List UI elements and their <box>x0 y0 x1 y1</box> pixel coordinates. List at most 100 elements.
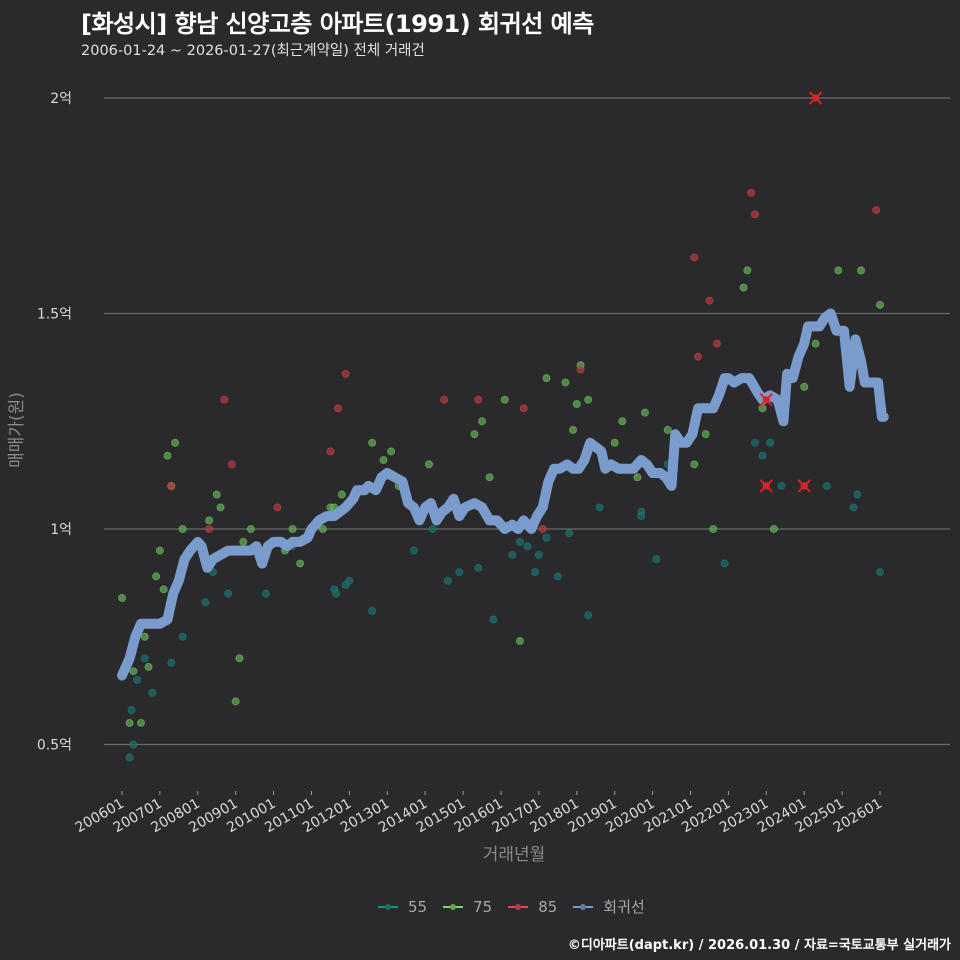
x-marker-icon <box>759 479 774 493</box>
data-point-55 <box>262 589 271 598</box>
data-point-55 <box>766 438 775 447</box>
data-point-75 <box>337 490 346 499</box>
data-point-75 <box>876 300 885 309</box>
data-point-55 <box>853 490 862 499</box>
data-point-75 <box>743 266 752 275</box>
data-point-75 <box>140 632 149 641</box>
data-point-55 <box>489 615 498 624</box>
data-point-75 <box>641 408 650 417</box>
legend-item-regression[interactable]: 회귀선 <box>573 896 645 917</box>
data-point-55 <box>368 606 377 615</box>
legend-item-85[interactable]: 85 <box>508 898 557 916</box>
data-point-55 <box>523 542 532 551</box>
data-point-85 <box>334 404 343 413</box>
data-point-85 <box>519 404 528 413</box>
data-point-75 <box>769 525 778 534</box>
data-point-85 <box>750 210 759 219</box>
data-point-55 <box>167 658 176 667</box>
data-point-75 <box>663 425 672 434</box>
data-point-75 <box>857 266 866 275</box>
y-axis-ticks: 0.5억 1억 1.5억 2억 <box>37 91 72 754</box>
data-point-75 <box>800 382 809 391</box>
data-point-75 <box>584 395 593 404</box>
data-point-85 <box>341 369 350 378</box>
data-point-55 <box>595 503 604 512</box>
x-axis-ticks: 2006012007012008012009012010012011012012… <box>73 791 885 836</box>
x-axis-label: 거래년월 <box>483 845 546 865</box>
data-point-85 <box>205 525 214 534</box>
data-point-75 <box>561 378 570 387</box>
data-point-55 <box>822 481 831 490</box>
data-point-85 <box>872 206 881 215</box>
y-tick-label: 1.5억 <box>37 307 72 323</box>
data-point-55 <box>652 555 661 564</box>
data-point-75 <box>569 425 578 434</box>
data-point-85 <box>538 525 547 534</box>
data-point-55 <box>508 550 517 559</box>
data-point-55 <box>345 576 354 585</box>
legend-item-55[interactable]: 55 <box>378 898 427 916</box>
data-point-85 <box>694 352 703 361</box>
legend-key-regression-icon <box>573 902 594 912</box>
data-point-85 <box>690 253 699 262</box>
grid-lines <box>104 97 950 746</box>
legend-label-85: 85 <box>538 897 558 916</box>
legend-key-75-icon <box>443 902 464 912</box>
data-point-75 <box>470 430 479 439</box>
data-point-55 <box>474 563 483 572</box>
data-point-75 <box>515 637 524 646</box>
data-point-75 <box>129 667 138 676</box>
data-point-75 <box>155 546 164 555</box>
data-point-75 <box>709 525 718 534</box>
data-point-75 <box>152 572 161 581</box>
data-point-75 <box>171 438 180 447</box>
data-point-75 <box>368 438 377 447</box>
data-point-85 <box>227 460 236 469</box>
data-point-75 <box>701 430 710 439</box>
data-point-75 <box>379 456 388 465</box>
data-point-75 <box>205 516 214 525</box>
data-point-55 <box>584 611 593 620</box>
data-point-55 <box>428 525 437 534</box>
chart-subtitle: 2006-01-24 ~ 2026-01-27(최근계약일) 전체 거래건 <box>81 43 425 59</box>
data-point-75 <box>239 537 248 546</box>
data-point-55 <box>224 589 233 598</box>
x-marker-icon <box>759 392 774 407</box>
data-point-55 <box>178 632 187 641</box>
source-caption: ©디아파트(dapt.kr) / 2026.01.30 / 자료=국토교통부 실… <box>567 938 951 953</box>
data-point-75 <box>633 473 642 482</box>
data-point-75 <box>163 451 172 460</box>
data-point-55 <box>515 537 524 546</box>
data-point-75 <box>834 266 843 275</box>
regression-line-path <box>117 308 889 681</box>
y-tick-label: 1억 <box>50 522 72 538</box>
data-point-85 <box>713 339 722 348</box>
y-axis-label: 매매가(원) <box>7 392 27 468</box>
data-point-75 <box>811 339 820 348</box>
chart-title: [화성시] 향남 신양고층 아파트(1991) 회귀선 예측 <box>81 10 594 38</box>
data-point-75 <box>235 654 244 663</box>
x-marker-icon <box>797 479 811 493</box>
data-point-75 <box>136 718 145 727</box>
legend-label-regression: 회귀선 <box>603 898 645 916</box>
legend-item-75[interactable]: 75 <box>443 898 492 916</box>
data-point-55 <box>637 512 646 521</box>
data-point-85 <box>576 365 585 374</box>
data-point-85 <box>167 481 176 490</box>
data-point-85 <box>326 447 335 456</box>
data-point-55 <box>443 576 452 585</box>
y-tick-label: 2억 <box>50 91 72 107</box>
data-point-75 <box>159 585 168 594</box>
data-point-75 <box>212 490 221 499</box>
data-point-75 <box>610 438 619 447</box>
data-point-75 <box>758 404 767 413</box>
data-point-55 <box>332 589 341 598</box>
data-point-75 <box>618 417 627 426</box>
data-point-75 <box>500 395 509 404</box>
y-tick-label: 0.5억 <box>37 738 72 754</box>
data-point-75 <box>118 593 127 602</box>
data-points <box>118 188 885 762</box>
data-point-75 <box>690 460 699 469</box>
data-point-75 <box>125 718 134 727</box>
